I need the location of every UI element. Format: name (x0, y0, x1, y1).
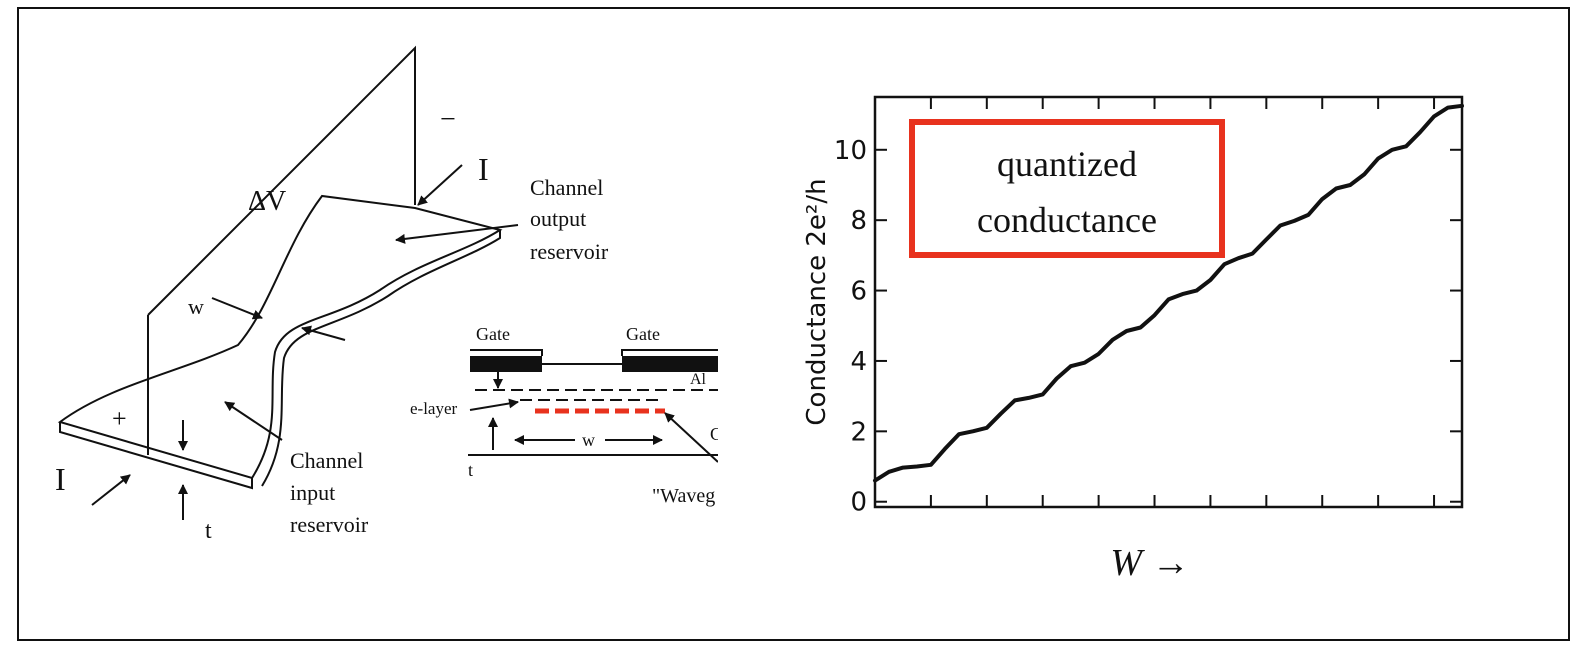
label: − (440, 104, 456, 135)
arrow (417, 164, 463, 206)
label: Gate (626, 324, 660, 344)
gate (470, 356, 542, 372)
y-axis-label: Conductance 2e²/h (802, 178, 832, 425)
gate-outline (470, 349, 718, 365)
arrow (211, 297, 263, 320)
arrow (469, 398, 519, 411)
layer-line (475, 389, 718, 401)
device-diagram: − I ΔV Channel output reservoir w + I t … (55, 45, 609, 544)
voltage-plane (147, 45, 416, 455)
label: reservoir (530, 239, 609, 264)
label: w (582, 430, 595, 450)
label: e-layer (410, 399, 458, 418)
arrow (395, 224, 519, 244)
label: Channel (290, 448, 363, 473)
label: input (290, 480, 335, 505)
label: Al (690, 371, 707, 388)
label: ΔV (248, 186, 286, 217)
label: I (55, 461, 66, 497)
y-tick-label: 8 (850, 206, 867, 236)
sheet-edge (59, 230, 501, 490)
channel-sheet (57, 194, 503, 480)
y-tick-label: 2 (850, 417, 867, 447)
line (873, 103, 1464, 483)
label: w (188, 294, 204, 319)
y-tick-label: 0 (850, 488, 867, 518)
frame (17, 7, 1570, 641)
arrow (664, 412, 718, 463)
arrow (224, 401, 283, 441)
label: Channel (530, 175, 603, 200)
label: reservoir (290, 512, 369, 537)
label: output (530, 206, 586, 231)
arrow (301, 325, 346, 341)
label: t (205, 518, 212, 544)
label: C (710, 424, 722, 444)
cross-section: Gate Gate Al e-layer w t "Waveg C (410, 324, 722, 507)
label: + (112, 404, 127, 433)
x-axis-label: W → (1110, 542, 1189, 584)
conductance-chart: Conductance 2e²/h W → quantized conducta… (802, 95, 1464, 584)
label: "Waveg (652, 485, 715, 507)
arrow (91, 474, 131, 506)
y-tick-label: 4 (850, 347, 867, 377)
y-tick-label: 6 (850, 277, 867, 307)
label: Gate (476, 324, 510, 344)
annotation: conductance (977, 200, 1157, 240)
y-tick-label: 10 (834, 136, 867, 166)
annotation-box (909, 119, 1225, 258)
gate (622, 356, 718, 372)
label: t (468, 460, 473, 480)
annotation: quantized (997, 144, 1137, 184)
label: I (478, 151, 489, 187)
plot-frame (873, 95, 1464, 509)
